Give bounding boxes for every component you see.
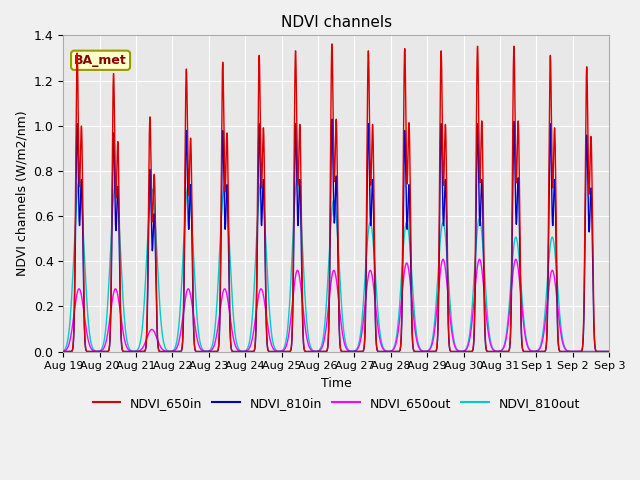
- NDVI_650in: [598, 348, 605, 354]
- NDVI_810out: [60, 348, 67, 354]
- NDVI_810out: [598, 348, 605, 354]
- NDVI_650in: [328, 41, 336, 47]
- Text: BA_met: BA_met: [74, 54, 127, 67]
- Title: NDVI channels: NDVI channels: [281, 15, 392, 30]
- NDVI_650in: [534, 348, 541, 354]
- Line: NDVI_810out: NDVI_810out: [63, 178, 609, 351]
- Line: NDVI_650out: NDVI_650out: [63, 259, 609, 351]
- Y-axis label: NDVI channels (W/m2/nm): NDVI channels (W/m2/nm): [15, 110, 28, 276]
- NDVI_810out: [604, 348, 612, 354]
- NDVI_650out: [598, 348, 605, 354]
- NDVI_650out: [439, 256, 447, 262]
- NDVI_650out: [605, 348, 613, 354]
- NDVI_650in: [605, 348, 613, 354]
- NDVI_650in: [60, 348, 67, 354]
- NDVI_810out: [549, 235, 557, 241]
- NDVI_810in: [328, 116, 336, 122]
- NDVI_650in: [604, 348, 612, 354]
- NDVI_650in: [408, 307, 415, 313]
- NDVI_650out: [534, 348, 541, 354]
- NDVI_810out: [534, 348, 541, 353]
- X-axis label: Time: Time: [321, 377, 351, 390]
- NDVI_810out: [294, 175, 301, 181]
- NDVI_810in: [604, 348, 612, 354]
- Legend: NDVI_650in, NDVI_810in, NDVI_650out, NDVI_810out: NDVI_650in, NDVI_810in, NDVI_650out, NDV…: [88, 392, 585, 415]
- NDVI_650out: [408, 295, 415, 301]
- NDVI_810out: [408, 272, 415, 277]
- NDVI_810out: [305, 336, 312, 342]
- NDVI_650out: [305, 343, 312, 348]
- NDVI_810in: [598, 348, 605, 354]
- NDVI_810in: [534, 348, 541, 354]
- NDVI_650out: [604, 348, 612, 354]
- NDVI_810in: [408, 318, 415, 324]
- NDVI_810in: [549, 222, 557, 228]
- NDVI_810in: [60, 348, 67, 354]
- NDVI_650in: [305, 348, 312, 354]
- NDVI_810in: [605, 348, 613, 354]
- NDVI_810in: [305, 348, 312, 354]
- Line: NDVI_810in: NDVI_810in: [63, 119, 609, 351]
- NDVI_810out: [605, 348, 613, 354]
- NDVI_650in: [549, 183, 557, 189]
- NDVI_650out: [549, 268, 557, 274]
- NDVI_650out: [60, 348, 67, 354]
- Line: NDVI_650in: NDVI_650in: [63, 44, 609, 351]
